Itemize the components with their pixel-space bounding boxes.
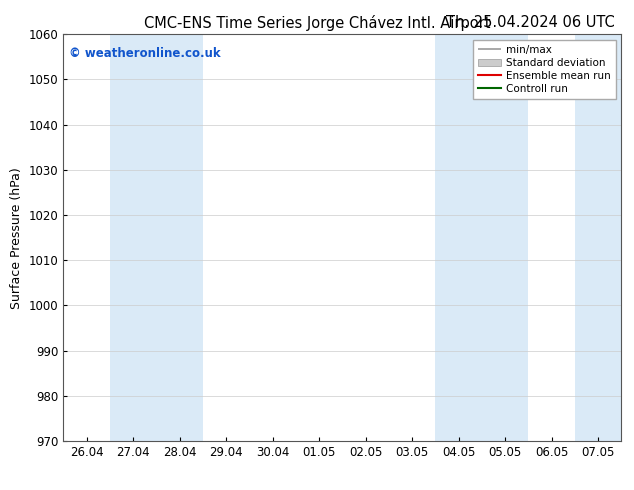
Text: Th. 25.04.2024 06 UTC: Th. 25.04.2024 06 UTC bbox=[446, 15, 615, 30]
Legend: min/max, Standard deviation, Ensemble mean run, Controll run: min/max, Standard deviation, Ensemble me… bbox=[473, 40, 616, 99]
Bar bbox=[575, 34, 621, 441]
Text: CMC-ENS Time Series Jorge Chávez Intl. Airport: CMC-ENS Time Series Jorge Chávez Intl. A… bbox=[144, 15, 490, 31]
Y-axis label: Surface Pressure (hPa): Surface Pressure (hPa) bbox=[10, 167, 23, 309]
Bar bbox=[436, 34, 528, 441]
Bar bbox=[110, 34, 203, 441]
Text: © weatheronline.co.uk: © weatheronline.co.uk bbox=[69, 47, 221, 59]
Title: CMC-ENS Time Series Jorge Chávez Intl. Airport      Th. 25.04.2024 06 UTC: CMC-ENS Time Series Jorge Chávez Intl. A… bbox=[0, 489, 1, 490]
